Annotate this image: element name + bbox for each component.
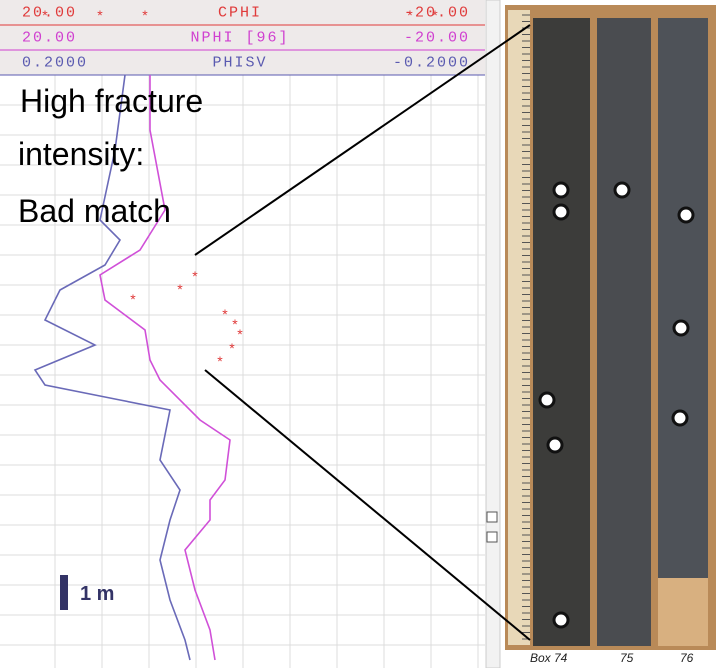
track-right: -20.00 <box>404 29 470 46</box>
box-label: 76 <box>680 651 694 665</box>
box-label: Box 74 <box>530 651 568 665</box>
marker-dot <box>548 438 562 452</box>
track-left: 20.00 <box>22 29 77 46</box>
core-channel <box>658 18 708 578</box>
marker-dot <box>615 183 629 197</box>
marker-dot <box>679 208 693 222</box>
scale-bar <box>60 575 68 610</box>
track-name: CPHI <box>218 4 262 21</box>
marker-dot <box>540 393 554 407</box>
box-label: 75 <box>620 651 634 665</box>
core-channel <box>533 18 590 646</box>
marker: * <box>217 353 223 369</box>
core-channel <box>597 18 651 646</box>
marker: * <box>407 7 413 23</box>
scale-label: 1 m <box>80 583 114 605</box>
marker: * <box>97 7 103 23</box>
scrollbar[interactable] <box>486 0 500 668</box>
marker-dot <box>554 205 568 219</box>
track-name: NPHI [96] <box>190 29 289 46</box>
marker-dot <box>554 183 568 197</box>
marker: * <box>42 7 48 23</box>
marker: * <box>432 7 438 23</box>
scroll-up[interactable] <box>487 512 497 522</box>
track-left: 0.2000 <box>22 54 88 71</box>
marker-dot <box>554 613 568 627</box>
marker: * <box>222 306 228 322</box>
marker: * <box>142 7 148 23</box>
annotation-line: Bad match <box>18 193 171 229</box>
marker: * <box>192 268 198 284</box>
annotation-line: intensity: <box>18 136 144 172</box>
marker: * <box>130 291 136 307</box>
marker: * <box>237 326 243 342</box>
track-name: PHISV <box>212 54 267 71</box>
marker-dot <box>674 321 688 335</box>
marker: * <box>229 340 235 356</box>
screen: 20.00CPHI-20.0020.00NPHI [96]-20.000.200… <box>0 0 716 668</box>
scroll-down[interactable] <box>487 532 497 542</box>
marker: * <box>177 281 183 297</box>
empty-channel <box>658 578 708 646</box>
track-left: 20.00 <box>22 4 77 21</box>
annotation-line: High fracture <box>20 83 203 119</box>
marker-dot <box>673 411 687 425</box>
track-right: -0.2000 <box>393 54 470 71</box>
